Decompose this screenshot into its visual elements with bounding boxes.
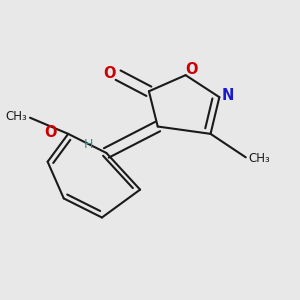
Text: CH₃: CH₃	[5, 110, 27, 123]
Text: O: O	[185, 62, 198, 77]
Text: N: N	[222, 88, 234, 103]
Text: H: H	[83, 138, 93, 151]
Text: O: O	[103, 66, 116, 81]
Text: CH₃: CH₃	[249, 152, 271, 165]
Text: O: O	[44, 125, 57, 140]
